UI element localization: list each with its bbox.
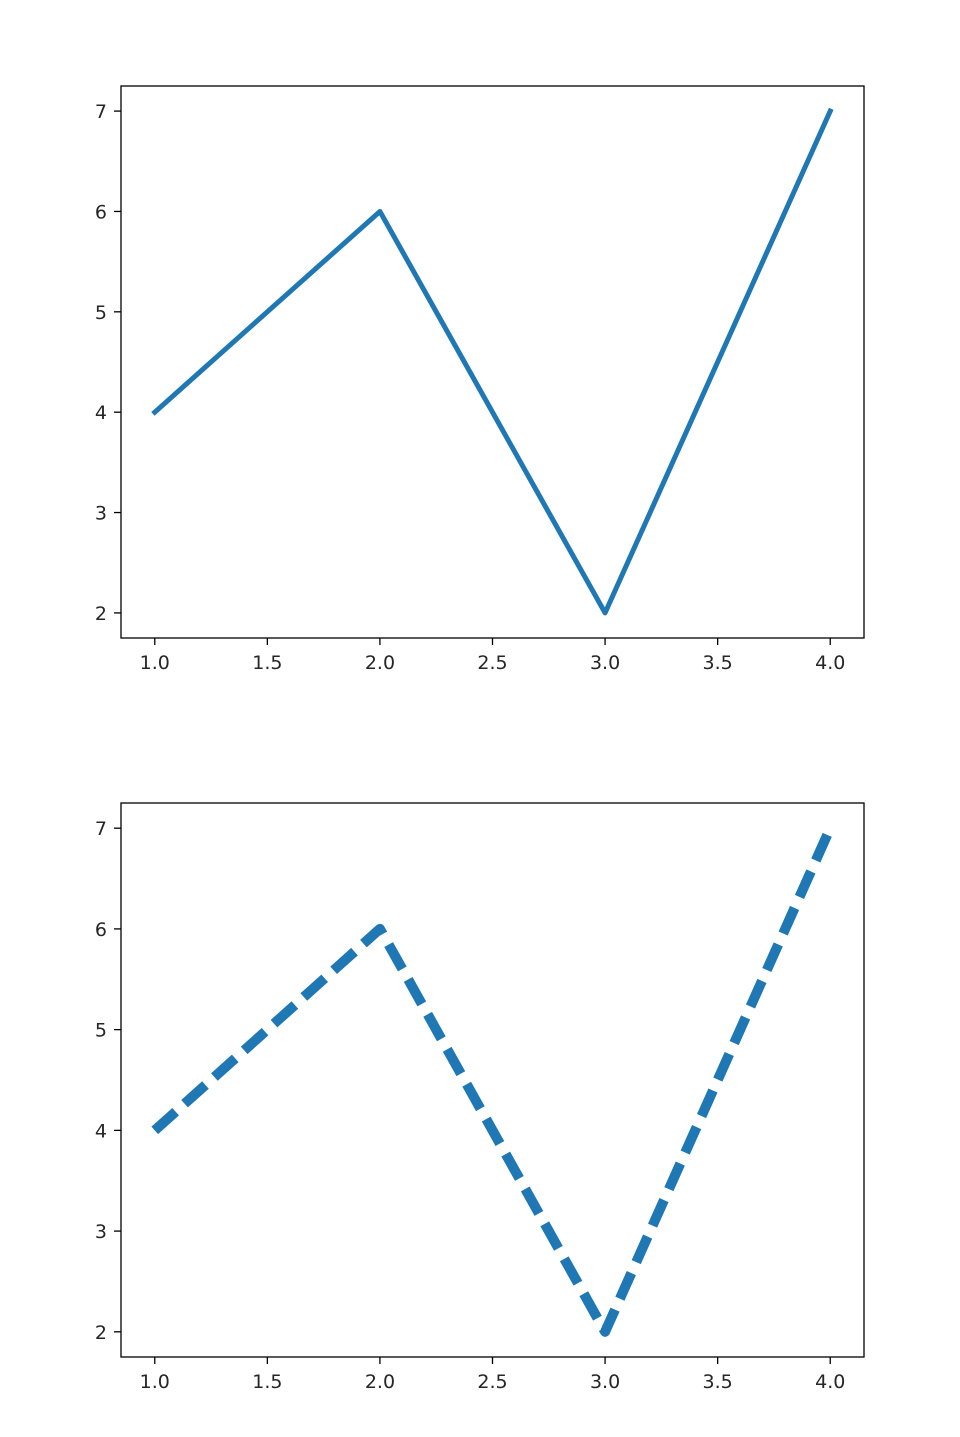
series-line-0 (151, 826, 835, 1337)
x-tick-label: 1.0 (140, 1371, 170, 1393)
x-tick-label: 4.0 (815, 652, 845, 674)
y-tick-label: 6 (95, 201, 107, 223)
y-tick-label: 5 (95, 1020, 107, 1042)
y-tick-label: 3 (95, 503, 107, 525)
axes-frame (120, 802, 865, 1358)
subplot-top: 1.0 1.5 2.0 2.5 3.0 3.5 4.0 2 3 4 5 6 7 (95, 85, 865, 674)
x-tick-label: 3.5 (703, 652, 733, 674)
y-tick-label: 2 (95, 603, 107, 625)
x-tick-label: 2.0 (365, 652, 395, 674)
x-tick-label: 3.0 (590, 652, 620, 674)
x-tick-label: 4.0 (815, 1371, 845, 1393)
y-tick-label: 6 (95, 919, 107, 941)
y-tick-label: 3 (95, 1221, 107, 1243)
x-tick-label: 3.5 (703, 1371, 733, 1393)
series-line-0 (151, 107, 834, 616)
axes-frame (120, 85, 865, 639)
y-tick-label: 2 (95, 1322, 107, 1344)
subplot-bottom: 1.0 1.5 2.0 2.5 3.0 3.5 4.0 2 3 4 5 6 7 (95, 802, 865, 1393)
x-tick-label: 2.0 (365, 1371, 395, 1393)
y-tick-label: 4 (95, 402, 107, 424)
x-tick-label: 1.5 (252, 652, 282, 674)
x-tick-label: 2.5 (477, 652, 507, 674)
y-tick-label: 7 (95, 101, 107, 123)
y-tick-label: 5 (95, 302, 107, 324)
x-tick-label: 2.5 (477, 1371, 507, 1393)
y-tick-label: 7 (95, 818, 107, 840)
x-tick-label: 1.0 (140, 652, 170, 674)
x-tick-label: 3.0 (590, 1371, 620, 1393)
x-tick-label: 1.5 (252, 1371, 282, 1393)
y-tick-label: 4 (95, 1120, 107, 1142)
